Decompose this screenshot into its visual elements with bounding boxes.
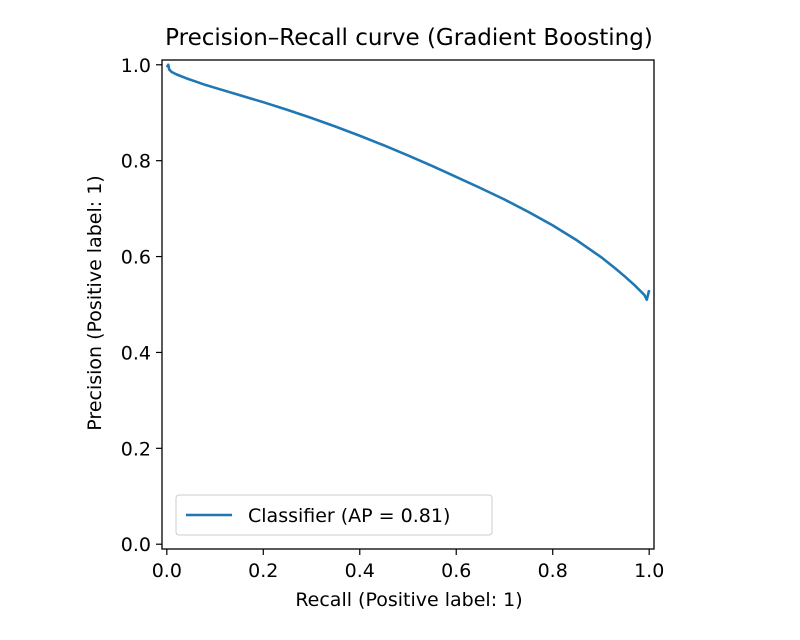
- y-tick-label: 0.4: [121, 342, 151, 364]
- legend: Classifier (AP = 0.81): [175, 494, 493, 536]
- y-tick-label: 1.0: [121, 55, 151, 77]
- x-tick-label: 0.6: [441, 560, 471, 582]
- legend-entry-label: Classifier (AP = 0.81): [248, 505, 450, 527]
- chart-title: Precision–Recall curve (Gradient Boostin…: [165, 25, 653, 51]
- x-tick-label: 0.8: [538, 560, 568, 582]
- legend-box: [175, 494, 493, 536]
- x-tick-label: 0.4: [345, 560, 375, 582]
- y-tick-label: 0.6: [121, 247, 151, 269]
- x-tick-label: 1.0: [634, 560, 664, 582]
- axes-frame: [161, 59, 655, 550]
- y-tick-label: 0.0: [121, 534, 151, 556]
- y-tick-label: 0.8: [121, 151, 151, 173]
- x-tick-label: 0.2: [248, 560, 278, 582]
- y-tick-label: 0.2: [121, 438, 151, 460]
- plot-area: [165, 63, 651, 302]
- series-line-classifier: [165, 63, 651, 302]
- y-axis-label: Precision (Positive label: 1): [84, 175, 106, 430]
- y-axis-ticks: 0.0 0.2 0.4 0.6 0.8 1.0: [121, 55, 162, 556]
- x-axis-ticks: 0.0 0.2 0.4 0.6 0.8 1.0: [152, 549, 664, 582]
- x-axis-label: Recall (Positive label: 1): [295, 589, 522, 611]
- x-tick-label: 0.0: [152, 560, 182, 582]
